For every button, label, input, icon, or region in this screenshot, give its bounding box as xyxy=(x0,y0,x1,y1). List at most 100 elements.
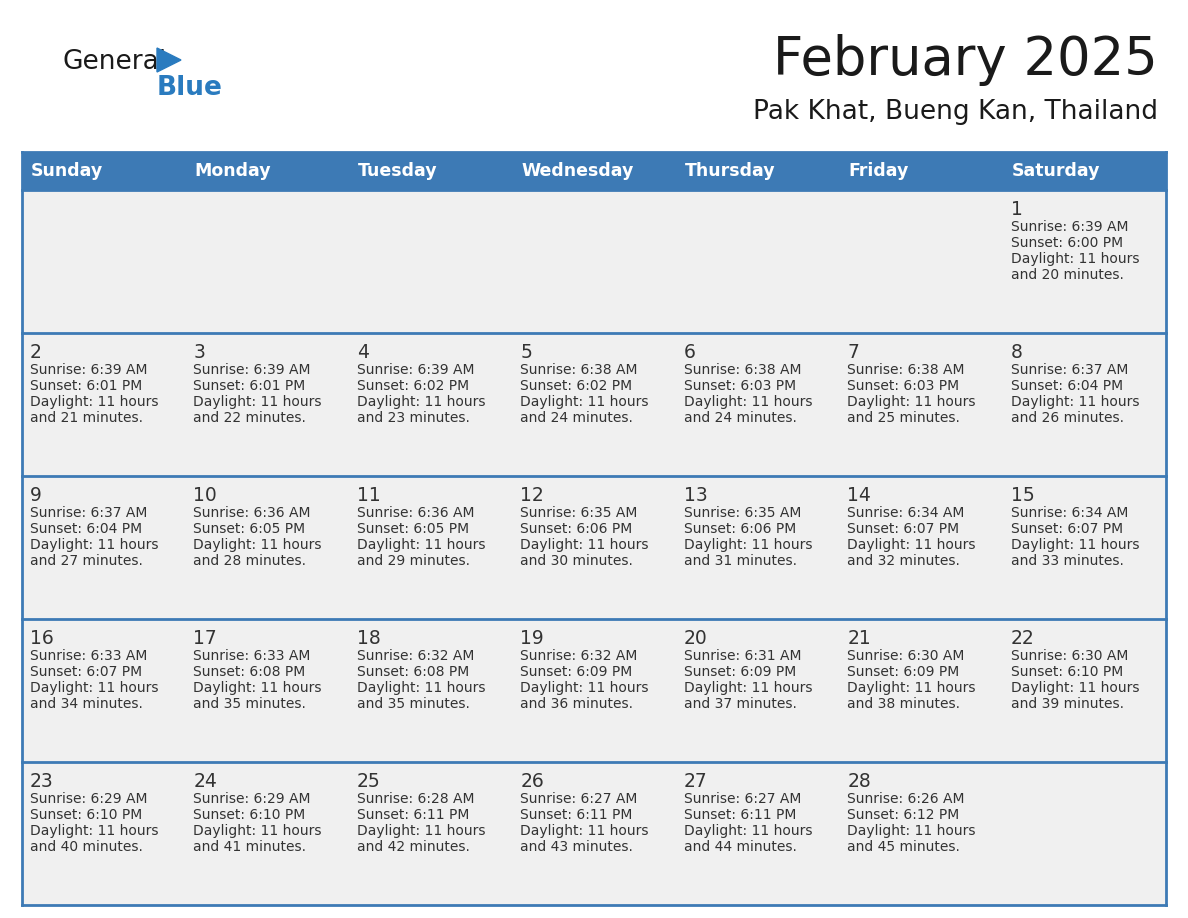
Text: Sunset: 6:10 PM: Sunset: 6:10 PM xyxy=(1011,665,1123,679)
Text: and 43 minutes.: and 43 minutes. xyxy=(520,840,633,854)
Text: and 30 minutes.: and 30 minutes. xyxy=(520,554,633,568)
Text: Sunset: 6:02 PM: Sunset: 6:02 PM xyxy=(356,379,469,393)
Text: Daylight: 11 hours: Daylight: 11 hours xyxy=(194,824,322,838)
Text: Daylight: 11 hours: Daylight: 11 hours xyxy=(847,681,975,695)
Text: Sunrise: 6:38 AM: Sunrise: 6:38 AM xyxy=(520,363,638,377)
Text: and 24 minutes.: and 24 minutes. xyxy=(684,411,797,425)
Text: 1: 1 xyxy=(1011,200,1023,219)
Text: Sunrise: 6:32 AM: Sunrise: 6:32 AM xyxy=(356,649,474,663)
Text: and 26 minutes.: and 26 minutes. xyxy=(1011,411,1124,425)
Text: Sunset: 6:05 PM: Sunset: 6:05 PM xyxy=(356,522,469,536)
Text: Daylight: 11 hours: Daylight: 11 hours xyxy=(1011,681,1139,695)
Text: and 40 minutes.: and 40 minutes. xyxy=(30,840,143,854)
Text: 26: 26 xyxy=(520,772,544,791)
Text: and 22 minutes.: and 22 minutes. xyxy=(194,411,307,425)
Text: Sunday: Sunday xyxy=(31,162,103,180)
Text: Sunset: 6:05 PM: Sunset: 6:05 PM xyxy=(194,522,305,536)
Text: 3: 3 xyxy=(194,343,206,362)
Text: Sunrise: 6:33 AM: Sunrise: 6:33 AM xyxy=(30,649,147,663)
Polygon shape xyxy=(157,48,181,72)
Text: Sunrise: 6:39 AM: Sunrise: 6:39 AM xyxy=(1011,220,1129,234)
Text: Pak Khat, Bueng Kan, Thailand: Pak Khat, Bueng Kan, Thailand xyxy=(753,99,1158,125)
Text: 21: 21 xyxy=(847,629,871,648)
Text: and 32 minutes.: and 32 minutes. xyxy=(847,554,960,568)
Text: 16: 16 xyxy=(30,629,53,648)
Text: Sunrise: 6:29 AM: Sunrise: 6:29 AM xyxy=(194,792,311,806)
Text: Daylight: 11 hours: Daylight: 11 hours xyxy=(194,681,322,695)
Text: Daylight: 11 hours: Daylight: 11 hours xyxy=(684,824,813,838)
Text: and 35 minutes.: and 35 minutes. xyxy=(194,697,307,711)
Text: Sunrise: 6:28 AM: Sunrise: 6:28 AM xyxy=(356,792,474,806)
Text: Sunrise: 6:39 AM: Sunrise: 6:39 AM xyxy=(30,363,147,377)
Text: Sunrise: 6:39 AM: Sunrise: 6:39 AM xyxy=(356,363,474,377)
Text: and 28 minutes.: and 28 minutes. xyxy=(194,554,307,568)
Text: and 34 minutes.: and 34 minutes. xyxy=(30,697,143,711)
Text: Daylight: 11 hours: Daylight: 11 hours xyxy=(356,538,486,552)
Text: and 29 minutes.: and 29 minutes. xyxy=(356,554,470,568)
Text: Sunrise: 6:37 AM: Sunrise: 6:37 AM xyxy=(1011,363,1127,377)
Text: 9: 9 xyxy=(30,486,42,505)
Text: Daylight: 11 hours: Daylight: 11 hours xyxy=(847,824,975,838)
Text: Sunset: 6:00 PM: Sunset: 6:00 PM xyxy=(1011,236,1123,250)
Text: Daylight: 11 hours: Daylight: 11 hours xyxy=(194,395,322,409)
Text: Saturday: Saturday xyxy=(1011,162,1100,180)
Text: 28: 28 xyxy=(847,772,871,791)
Text: 6: 6 xyxy=(684,343,696,362)
Text: Sunset: 6:01 PM: Sunset: 6:01 PM xyxy=(194,379,305,393)
Text: and 23 minutes.: and 23 minutes. xyxy=(356,411,469,425)
Text: 18: 18 xyxy=(356,629,380,648)
Text: and 36 minutes.: and 36 minutes. xyxy=(520,697,633,711)
Text: Sunrise: 6:29 AM: Sunrise: 6:29 AM xyxy=(30,792,147,806)
Text: and 44 minutes.: and 44 minutes. xyxy=(684,840,797,854)
Text: Daylight: 11 hours: Daylight: 11 hours xyxy=(684,681,813,695)
Text: Sunset: 6:08 PM: Sunset: 6:08 PM xyxy=(356,665,469,679)
Text: and 37 minutes.: and 37 minutes. xyxy=(684,697,797,711)
Text: Sunset: 6:10 PM: Sunset: 6:10 PM xyxy=(30,808,143,822)
Text: Sunrise: 6:38 AM: Sunrise: 6:38 AM xyxy=(847,363,965,377)
Text: 13: 13 xyxy=(684,486,708,505)
Text: and 20 minutes.: and 20 minutes. xyxy=(1011,268,1124,282)
Text: and 31 minutes.: and 31 minutes. xyxy=(684,554,797,568)
Text: Sunrise: 6:31 AM: Sunrise: 6:31 AM xyxy=(684,649,801,663)
Text: 17: 17 xyxy=(194,629,217,648)
Text: 10: 10 xyxy=(194,486,217,505)
Text: February 2025: February 2025 xyxy=(773,34,1158,86)
Text: Sunset: 6:02 PM: Sunset: 6:02 PM xyxy=(520,379,632,393)
Text: Sunset: 6:04 PM: Sunset: 6:04 PM xyxy=(30,522,143,536)
Text: Daylight: 11 hours: Daylight: 11 hours xyxy=(520,824,649,838)
Text: Sunrise: 6:26 AM: Sunrise: 6:26 AM xyxy=(847,792,965,806)
Text: Sunrise: 6:34 AM: Sunrise: 6:34 AM xyxy=(847,506,965,520)
Text: and 25 minutes.: and 25 minutes. xyxy=(847,411,960,425)
Bar xyxy=(23,190,1165,905)
Text: Sunrise: 6:34 AM: Sunrise: 6:34 AM xyxy=(1011,506,1127,520)
Text: 5: 5 xyxy=(520,343,532,362)
Text: 14: 14 xyxy=(847,486,871,505)
Text: Daylight: 11 hours: Daylight: 11 hours xyxy=(684,538,813,552)
Text: Daylight: 11 hours: Daylight: 11 hours xyxy=(1011,538,1139,552)
Text: Sunrise: 6:36 AM: Sunrise: 6:36 AM xyxy=(356,506,474,520)
Text: Daylight: 11 hours: Daylight: 11 hours xyxy=(520,538,649,552)
Text: Sunset: 6:04 PM: Sunset: 6:04 PM xyxy=(1011,379,1123,393)
Text: Tuesday: Tuesday xyxy=(358,162,437,180)
Text: 8: 8 xyxy=(1011,343,1023,362)
Text: and 27 minutes.: and 27 minutes. xyxy=(30,554,143,568)
Text: 15: 15 xyxy=(1011,486,1035,505)
Text: 27: 27 xyxy=(684,772,708,791)
Text: Thursday: Thursday xyxy=(684,162,776,180)
Text: Daylight: 11 hours: Daylight: 11 hours xyxy=(30,681,158,695)
Text: Sunset: 6:03 PM: Sunset: 6:03 PM xyxy=(847,379,959,393)
Text: Sunset: 6:09 PM: Sunset: 6:09 PM xyxy=(520,665,632,679)
Text: Sunset: 6:03 PM: Sunset: 6:03 PM xyxy=(684,379,796,393)
Text: and 45 minutes.: and 45 minutes. xyxy=(847,840,960,854)
Text: 25: 25 xyxy=(356,772,380,791)
Text: 4: 4 xyxy=(356,343,368,362)
Text: Sunset: 6:07 PM: Sunset: 6:07 PM xyxy=(847,522,959,536)
Text: Sunset: 6:10 PM: Sunset: 6:10 PM xyxy=(194,808,305,822)
Text: 20: 20 xyxy=(684,629,708,648)
Text: Sunrise: 6:35 AM: Sunrise: 6:35 AM xyxy=(684,506,801,520)
Text: Daylight: 11 hours: Daylight: 11 hours xyxy=(194,538,322,552)
Text: Daylight: 11 hours: Daylight: 11 hours xyxy=(684,395,813,409)
Text: Sunrise: 6:37 AM: Sunrise: 6:37 AM xyxy=(30,506,147,520)
Text: Daylight: 11 hours: Daylight: 11 hours xyxy=(847,395,975,409)
Text: Sunset: 6:08 PM: Sunset: 6:08 PM xyxy=(194,665,305,679)
